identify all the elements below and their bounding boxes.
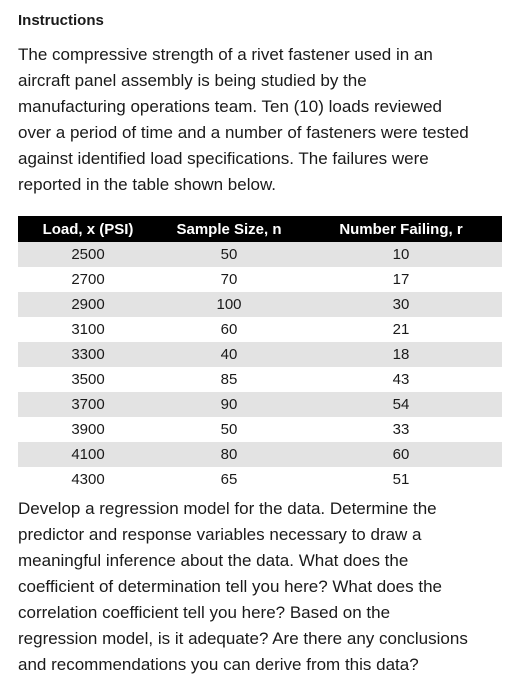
- table-row: 3100 60 21: [18, 317, 502, 342]
- cell-number-failing: 18: [300, 342, 502, 367]
- question-line: regression model, is it adequate? Are th…: [18, 629, 468, 648]
- cell-sample-size: 80: [158, 442, 300, 467]
- question-line: predictor and response variables necessa…: [18, 525, 422, 544]
- load-failure-table: Load, x (PSI) Sample Size, n Number Fail…: [18, 216, 502, 492]
- table-row: 3700 90 54: [18, 392, 502, 417]
- table-header-row: Load, x (PSI) Sample Size, n Number Fail…: [18, 216, 502, 242]
- cell-load: 2500: [18, 242, 158, 267]
- cell-sample-size: 85: [220, 371, 238, 388]
- cell-load: 3500: [71, 371, 105, 388]
- table-row: 4100 80 60: [18, 442, 502, 467]
- cell-sample-size: 70: [220, 271, 238, 288]
- cell-sample-size: 100: [158, 292, 300, 317]
- table-row: 2700 70 17: [18, 267, 502, 292]
- cell-sample-size: 50: [220, 421, 238, 438]
- table-row: 2500 50 10: [18, 242, 502, 267]
- cell-sample-size: 50: [158, 242, 300, 267]
- table-row: 3900 50 33: [18, 417, 502, 442]
- cell-number-failing: 33: [392, 421, 410, 438]
- cell-number-failing: 51: [392, 471, 410, 488]
- cell-sample-size: 60: [220, 321, 238, 338]
- intro-line: against identified load specifications. …: [18, 149, 429, 168]
- intro-line: over a period of time and a number of fa…: [18, 123, 469, 142]
- cell-number-failing: 60: [300, 442, 502, 467]
- table-body: 2500 50 10 2700 70 17 2900 100 30 3100 60 21 3300 40 1…: [18, 242, 502, 492]
- question-line: Develop a regression model for the data.…: [18, 499, 437, 518]
- table-row: 2900 100 30: [18, 292, 502, 317]
- header-number-failing: Number Failing, r: [300, 216, 502, 242]
- cell-sample-size: 40: [158, 342, 300, 367]
- cell-load: 3900: [71, 421, 105, 438]
- cell-sample-size: 90: [158, 392, 300, 417]
- intro-line: aircraft panel assembly is being studied…: [18, 71, 367, 90]
- question-paragraph: Develop a regression model for the data.…: [18, 496, 498, 678]
- table-row: 3500 85 43: [18, 367, 502, 392]
- cell-load: 4300: [71, 471, 105, 488]
- cell-sample-size: 65: [220, 471, 238, 488]
- cell-number-failing: 10: [300, 242, 502, 267]
- intro-line: The compressive strength of a rivet fast…: [18, 45, 433, 64]
- cell-load: 4100: [18, 442, 158, 467]
- cell-number-failing: 54: [300, 392, 502, 417]
- cell-load: 3100: [71, 321, 105, 338]
- question-line: correlation coefficient tell you here? B…: [18, 603, 391, 622]
- header-load: Load, x (PSI): [18, 216, 158, 242]
- intro-line: manufacturing operations team. Ten (10) …: [18, 97, 442, 116]
- table-row: 4300 65 51: [18, 467, 502, 492]
- cell-load: 3700: [18, 392, 158, 417]
- cell-number-failing: 30: [300, 292, 502, 317]
- intro-line: reported in the table shown below.: [18, 175, 277, 194]
- cell-number-failing: 17: [392, 271, 410, 288]
- table-row: 3300 40 18: [18, 342, 502, 367]
- cell-load: 2700: [71, 271, 105, 288]
- cell-number-failing: 43: [392, 371, 410, 388]
- instructions-heading: Instructions: [18, 12, 104, 29]
- cell-number-failing: 21: [392, 321, 410, 338]
- question-line: meaningful inference about the data. Wha…: [18, 551, 409, 570]
- intro-paragraph: The compressive strength of a rivet fast…: [18, 42, 498, 198]
- question-line: and recommendations you can derive from …: [18, 655, 419, 674]
- cell-load: 2900: [18, 292, 158, 317]
- header-sample-size: Sample Size, n: [158, 216, 300, 242]
- cell-load: 3300: [18, 342, 158, 367]
- question-line: coefficient of determination tell you he…: [18, 577, 442, 596]
